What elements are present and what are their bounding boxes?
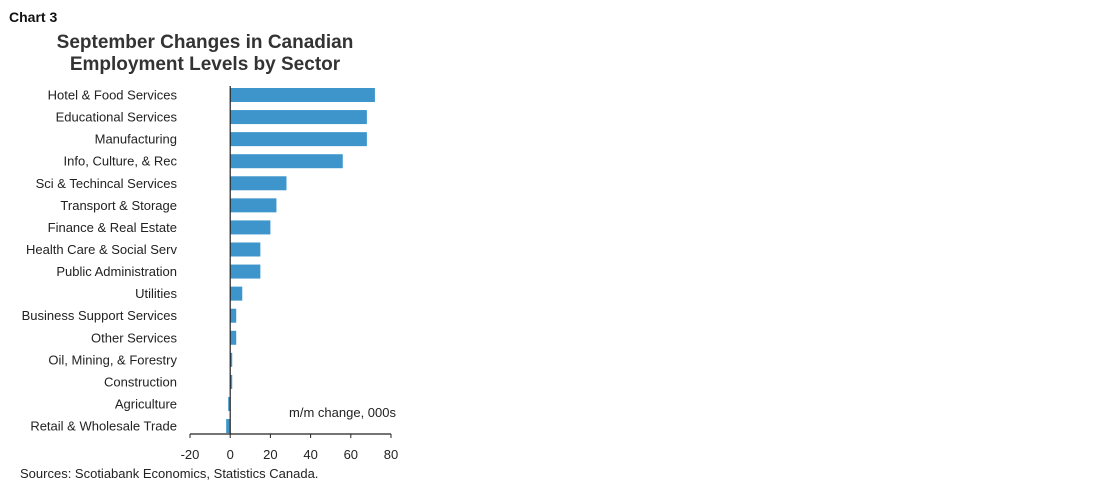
category-label-13: Construction	[104, 374, 177, 389]
category-label-6: Finance & Real Estate	[48, 220, 177, 235]
category-label-15: Retail & Wholesale Trade	[30, 419, 177, 434]
bar-7	[230, 242, 261, 257]
bar-0	[230, 88, 375, 102]
category-label-11: Other Services	[91, 330, 177, 345]
bar-1	[230, 110, 367, 125]
bar-14	[228, 396, 231, 411]
x-tick-label-0: -20	[181, 447, 200, 462]
bar-9	[230, 286, 243, 301]
bar-3	[230, 154, 343, 169]
chart-title-line-2: Employment Levels by Sector	[69, 54, 341, 75]
chart-title: September Changes in Canadian Employment…	[0, 32, 410, 76]
category-label-5: Transport & Storage	[60, 198, 177, 213]
bar-6	[230, 220, 271, 235]
bar-15	[226, 419, 231, 434]
bar-13	[230, 374, 233, 389]
category-label-2: Manufacturing	[95, 132, 177, 147]
bar-11	[230, 330, 237, 345]
x-tick-label-2: 20	[263, 447, 277, 462]
x-tick-label-4: 60	[344, 447, 358, 462]
category-label-3: Info, Culture, & Rec	[64, 154, 178, 169]
units-annotation: m/m change, 000s	[289, 405, 396, 420]
category-label-8: Public Administration	[56, 264, 177, 279]
category-label-10: Business Support Services	[22, 308, 178, 323]
category-label-14: Agriculture	[115, 396, 177, 411]
bar-12	[230, 352, 233, 367]
bar-group	[226, 88, 375, 434]
bar-4	[230, 176, 287, 191]
category-label-7: Health Care & Social Serv	[26, 242, 178, 257]
category-labels: Hotel & Food Services Educational Service…	[22, 88, 178, 434]
chart-title-line-1: September Changes in Canadian	[56, 32, 354, 53]
category-label-0: Hotel & Food Services	[48, 88, 178, 103]
chart-number-label: Chart 3	[9, 9, 58, 25]
bar-5	[230, 198, 277, 213]
x-axis: -20 0 20 40 60 80	[181, 86, 398, 462]
x-tick-label-3: 40	[303, 447, 317, 462]
bar-2	[230, 132, 367, 147]
category-label-12: Oil, Mining, & Forestry	[48, 352, 177, 367]
category-label-9: Utilities	[135, 286, 177, 301]
category-label-4: Sci & Techincal Services	[36, 176, 178, 191]
bar-10	[230, 308, 237, 323]
x-tick-label-1: 0	[227, 447, 234, 462]
bar-8	[230, 264, 261, 279]
category-label-1: Educational Services	[56, 110, 178, 125]
source-note: Sources: Scotiabank Economics, Statistic…	[20, 466, 319, 481]
x-tick-label-5: 80	[384, 447, 398, 462]
